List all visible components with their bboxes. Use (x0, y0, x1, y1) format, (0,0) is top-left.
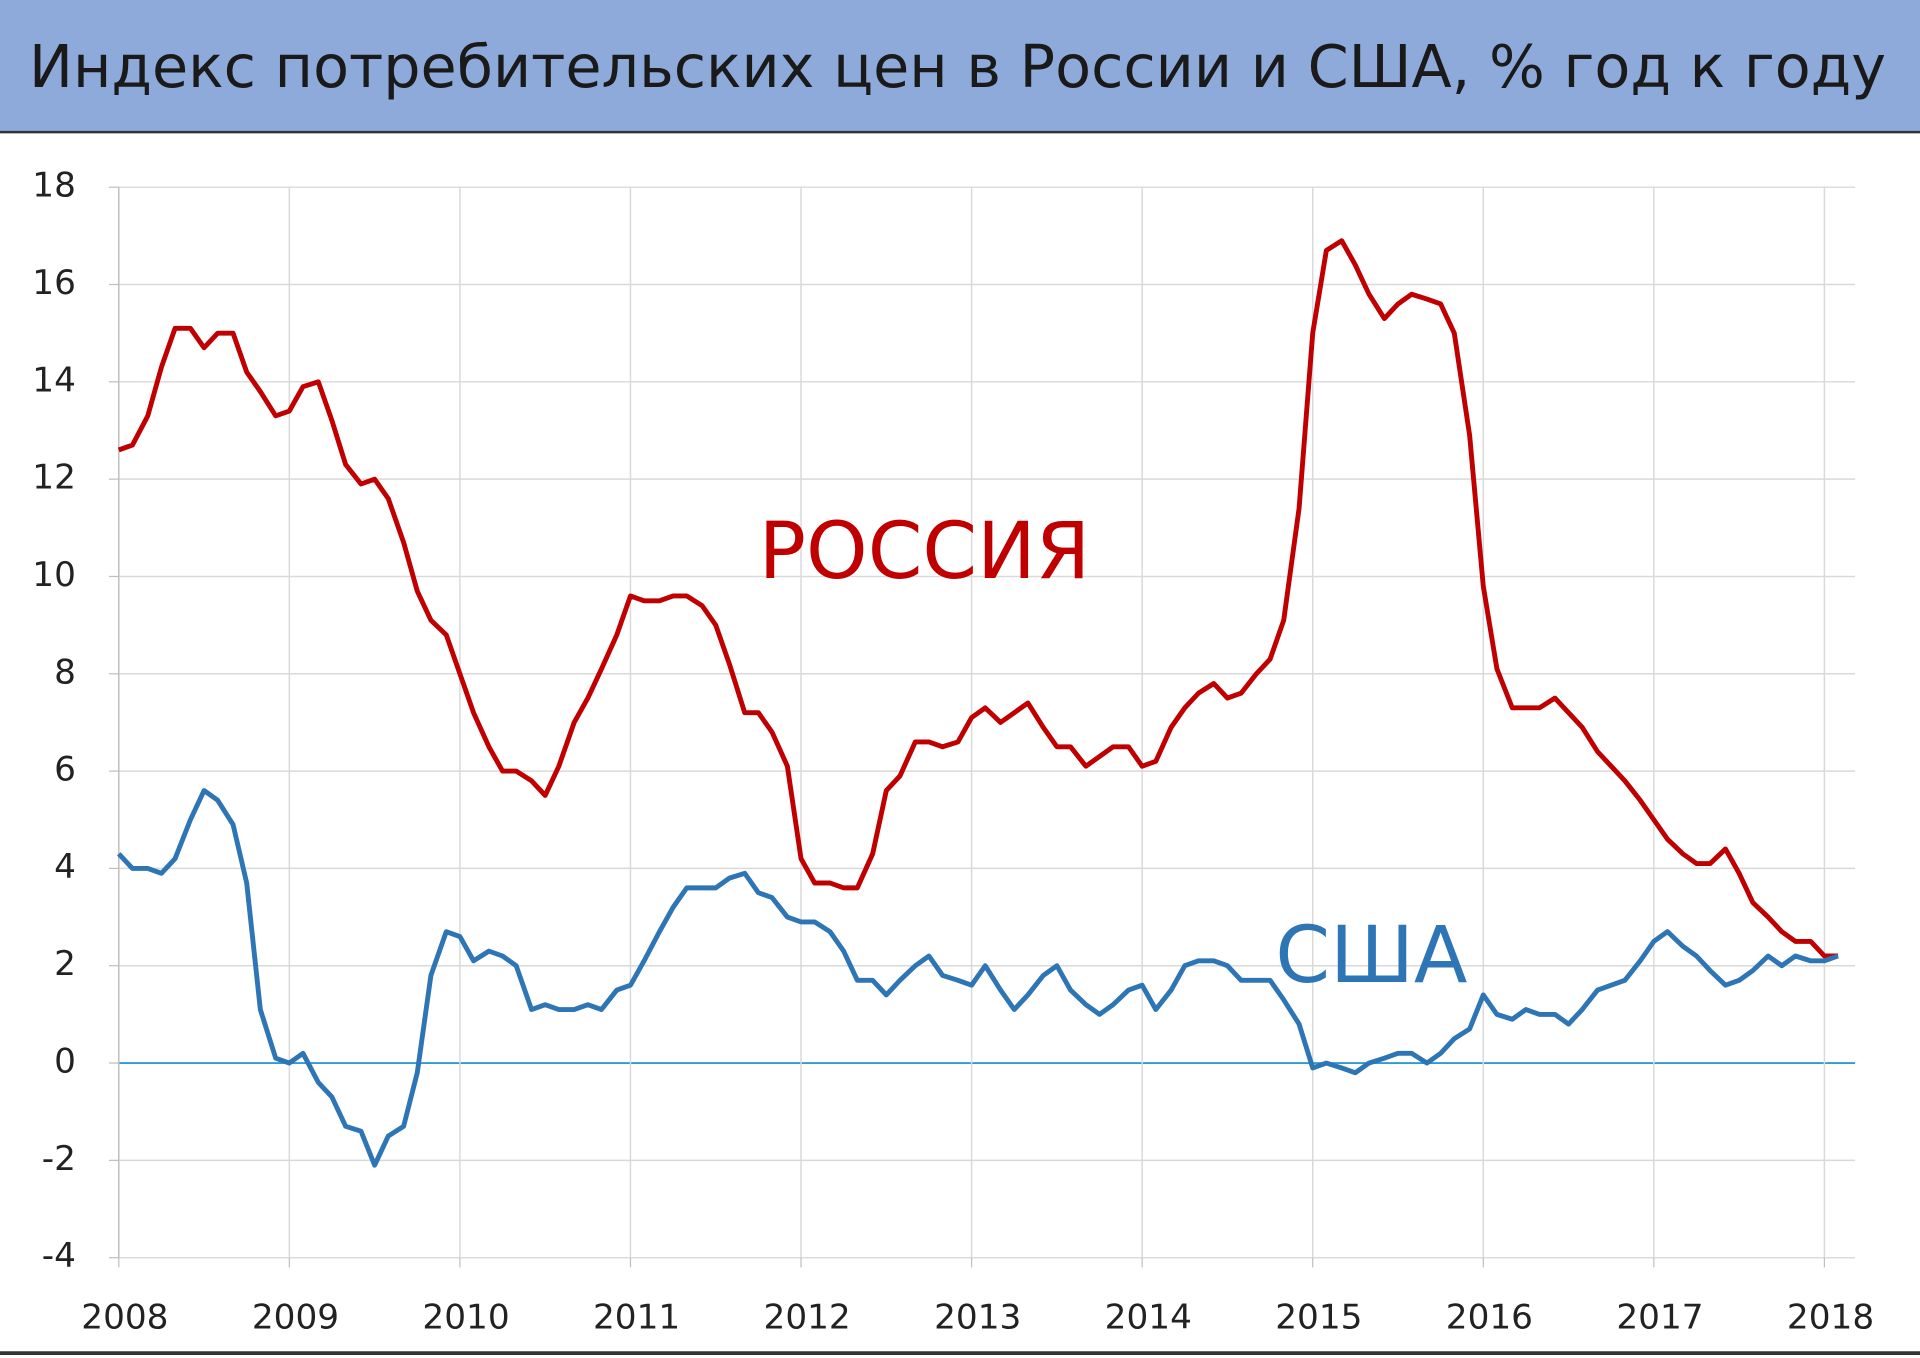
x-tick-label: 2009 (252, 1297, 339, 1337)
y-tick-label: 8 (54, 652, 76, 692)
y-tick-label: 16 (32, 263, 76, 303)
x-tick-label: 2015 (1275, 1297, 1362, 1337)
chart-title: Индекс потребительских цен в России и СШ… (29, 32, 1886, 101)
x-tick-label: 2010 (422, 1297, 509, 1337)
x-tick-label: 2017 (1616, 1297, 1703, 1337)
y-tick-label: 18 (32, 166, 76, 206)
y-tick-label: 2 (54, 944, 76, 984)
x-tick-label: 2012 (764, 1297, 851, 1337)
x-tick-label: 2013 (934, 1297, 1021, 1337)
y-tick-label: -4 (42, 1236, 76, 1276)
y-tick-label: -2 (42, 1139, 76, 1179)
plot-area: -4 -2 0 2 4 6 8 10 12 14 16 18 2008 2009 2010 2011 2012 2… (32, 166, 1874, 1338)
y-tick-label: 6 (54, 750, 76, 790)
x-tick-label: 2016 (1446, 1297, 1533, 1337)
x-tick-label: 2018 (1787, 1297, 1874, 1337)
series-line (117, 238, 1839, 959)
x-tick-label: 2011 (593, 1297, 680, 1337)
title-band (0, 0, 1920, 133)
y-tick-label: 4 (54, 847, 76, 887)
y-tick-label: 14 (32, 360, 76, 400)
y-tick-label: 0 (54, 1042, 76, 1082)
series-label: РОССИЯ (759, 506, 1090, 597)
x-tick-label: 2014 (1105, 1297, 1192, 1337)
y-tick-label: 10 (32, 555, 76, 595)
series-line (116, 788, 1839, 1168)
series-label: США (1275, 910, 1467, 1001)
x-tick-label: 2008 (81, 1297, 168, 1337)
y-tick-label: 12 (32, 458, 76, 498)
